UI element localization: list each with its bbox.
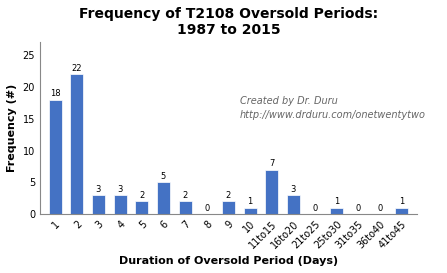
- Bar: [70, 74, 83, 214]
- Text: 5: 5: [161, 172, 166, 181]
- Bar: [49, 100, 62, 214]
- Bar: [265, 170, 278, 214]
- Text: 7: 7: [269, 159, 274, 168]
- Text: 1: 1: [247, 197, 253, 206]
- Text: 0: 0: [377, 204, 383, 213]
- Text: 18: 18: [50, 90, 60, 98]
- Text: Created by Dr. Duru
http://www.drduru.com/onetwentytwo: Created by Dr. Duru http://www.drduru.co…: [240, 96, 426, 120]
- Text: 3: 3: [291, 185, 296, 194]
- Text: 3: 3: [118, 185, 123, 194]
- X-axis label: Duration of Oversold Period (Days): Duration of Oversold Period (Days): [119, 256, 338, 266]
- Text: 3: 3: [96, 185, 101, 194]
- Text: 2: 2: [139, 191, 144, 200]
- Bar: [395, 208, 408, 214]
- Bar: [135, 201, 148, 214]
- Bar: [222, 201, 235, 214]
- Bar: [92, 195, 105, 214]
- Bar: [114, 195, 127, 214]
- Bar: [287, 195, 300, 214]
- Text: 0: 0: [356, 204, 361, 213]
- Text: 0: 0: [312, 204, 318, 213]
- Bar: [157, 182, 170, 214]
- Text: 2: 2: [182, 191, 188, 200]
- Y-axis label: Frequency (#): Frequency (#): [7, 84, 17, 173]
- Title: Frequency of T2108 Oversold Periods:
1987 to 2015: Frequency of T2108 Oversold Periods: 198…: [79, 7, 378, 37]
- Bar: [330, 208, 343, 214]
- Text: 0: 0: [204, 204, 209, 213]
- Bar: [244, 208, 257, 214]
- Text: 2: 2: [226, 191, 231, 200]
- Bar: [178, 201, 191, 214]
- Text: 1: 1: [399, 197, 405, 206]
- Text: 1: 1: [334, 197, 339, 206]
- Text: 22: 22: [72, 64, 82, 73]
